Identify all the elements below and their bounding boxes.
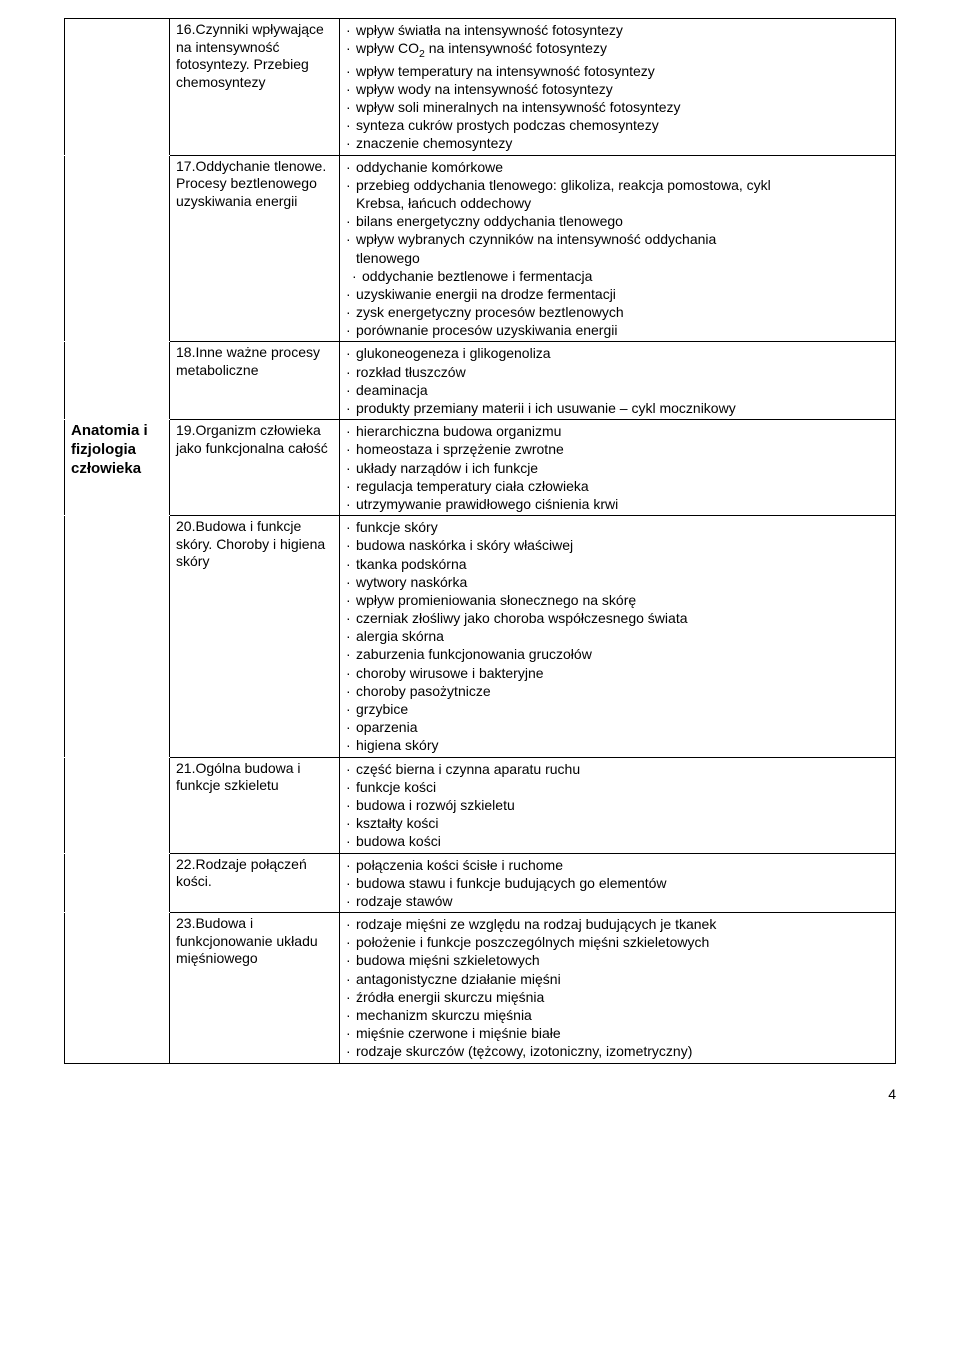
list-item: budowa i rozwój szkieletu bbox=[346, 796, 889, 814]
list-item: uzyskiwanie energii na drodze fermentacj… bbox=[346, 285, 889, 303]
list-item: oddychanie komórkowe bbox=[346, 158, 889, 176]
list-item: oddychanie beztlenowe i fermentacja bbox=[346, 267, 889, 285]
list-item-continuation: Krebsa, łańcuch oddechowy bbox=[346, 194, 889, 212]
list-item: wpływ światła na intensywność fotosyntez… bbox=[346, 21, 889, 39]
list-item: grzybice bbox=[346, 700, 889, 718]
category-cell-empty bbox=[65, 853, 170, 913]
list-item: choroby pasożytnicze bbox=[346, 682, 889, 700]
list-item: mechanizm skurczu mięśnia bbox=[346, 1006, 889, 1024]
items-cell: funkcje skóry budowa naskórka i skóry wł… bbox=[340, 516, 896, 757]
list-item: budowa kości bbox=[346, 832, 889, 850]
topic-cell: 17.Oddychanie tlenowe. Procesy beztlenow… bbox=[170, 155, 340, 342]
list-item: wpływ CO2 na intensywność fotosyntezy bbox=[346, 39, 889, 61]
list-item: kształty kości bbox=[346, 814, 889, 832]
list-item: homeostaza i sprzężenie zwrotne bbox=[346, 440, 889, 458]
table-row: 18.Inne ważne procesy metaboliczne gluko… bbox=[65, 342, 896, 420]
content-table: 16.Czynniki wpływające na intensywność f… bbox=[64, 18, 896, 1064]
list-item: wpływ wybranych czynników na intensywnoś… bbox=[346, 230, 889, 248]
category-cell-empty bbox=[65, 155, 170, 342]
list-item: położenie i funkcje poszczególnych mięśn… bbox=[346, 933, 889, 951]
items-cell: połączenia kości ścisłe i ruchome budowa… bbox=[340, 853, 896, 913]
topic-cell: 23.Budowa i funkcjonowanie układu mięśni… bbox=[170, 913, 340, 1064]
list-item: alergia skórna bbox=[346, 627, 889, 645]
list-item: oparzenia bbox=[346, 718, 889, 736]
list-item: utrzymywanie prawidłowego ciśnienia krwi bbox=[346, 495, 889, 513]
list-item: rozkład tłuszczów bbox=[346, 363, 889, 381]
page-number: 4 bbox=[64, 1086, 896, 1102]
list-item: układy narządów i ich funkcje bbox=[346, 459, 889, 477]
topic-cell: 18.Inne ważne procesy metaboliczne bbox=[170, 342, 340, 420]
list-item: wpływ temperatury na intensywność fotosy… bbox=[346, 62, 889, 80]
list-item: część bierna i czynna aparatu ruchu bbox=[346, 760, 889, 778]
list-item: wpływ soli mineralnych na intensywność f… bbox=[346, 98, 889, 116]
list-item: bilans energetyczny oddychania tlenowego bbox=[346, 212, 889, 230]
list-item: tkanka podskórna bbox=[346, 555, 889, 573]
list-item: rodzaje skurczów (tężcowy, izotoniczny, … bbox=[346, 1042, 889, 1060]
table-row: 16.Czynniki wpływające na intensywność f… bbox=[65, 19, 896, 156]
list-item: czerniak złośliwy jako choroba współczes… bbox=[346, 609, 889, 627]
table-row: 23.Budowa i funkcjonowanie układu mięśni… bbox=[65, 913, 896, 1064]
list-item: hierarchiczna budowa organizmu bbox=[346, 422, 889, 440]
list-item-continuation: tlenowego bbox=[346, 249, 889, 267]
list-item: budowa stawu i funkcje budujących go ele… bbox=[346, 874, 889, 892]
category-cell-empty bbox=[65, 913, 170, 1064]
list-item: połączenia kości ścisłe i ruchome bbox=[346, 856, 889, 874]
topic-cell: 22.Rodzaje połączeń kości. bbox=[170, 853, 340, 913]
table-row: 21.Ogólna budowa i funkcje szkieletu czę… bbox=[65, 757, 896, 853]
category-cell-empty bbox=[65, 757, 170, 853]
list-item: higiena skóry bbox=[346, 736, 889, 754]
list-item: antagonistyczne działanie mięśni bbox=[346, 970, 889, 988]
list-item: choroby wirusowe i bakteryjne bbox=[346, 664, 889, 682]
list-item: funkcje skóry bbox=[346, 518, 889, 536]
list-item: produkty przemiany materii i ich usuwani… bbox=[346, 399, 889, 417]
table-row: Anatomia i fizjologia człowieka 19.Organ… bbox=[65, 420, 896, 516]
list-item: glukoneogeneza i glikogenoliza bbox=[346, 344, 889, 362]
category-cell: Anatomia i fizjologia człowieka bbox=[65, 420, 170, 516]
list-item: przebieg oddychania tlenowego: glikoliza… bbox=[346, 176, 889, 194]
items-cell: glukoneogeneza i glikogenoliza rozkład t… bbox=[340, 342, 896, 420]
list-item: regulacja temperatury ciała człowieka bbox=[346, 477, 889, 495]
items-cell: hierarchiczna budowa organizmu homeostaz… bbox=[340, 420, 896, 516]
items-cell: wpływ światła na intensywność fotosyntez… bbox=[340, 19, 896, 156]
table-row: 17.Oddychanie tlenowe. Procesy beztlenow… bbox=[65, 155, 896, 342]
list-item: porównanie procesów uzyskiwania energii bbox=[346, 321, 889, 339]
list-item: rodzaje mięśni ze względu na rodzaj budu… bbox=[346, 915, 889, 933]
list-item: funkcje kości bbox=[346, 778, 889, 796]
topic-cell: 21.Ogólna budowa i funkcje szkieletu bbox=[170, 757, 340, 853]
list-item: budowa naskórka i skóry właściwej bbox=[346, 536, 889, 554]
topic-cell: 19.Organizm człowieka jako funkcjonalna … bbox=[170, 420, 340, 516]
list-item: mięśnie czerwone i mięśnie białe bbox=[346, 1024, 889, 1042]
items-cell: rodzaje mięśni ze względu na rodzaj budu… bbox=[340, 913, 896, 1064]
category-cell-empty bbox=[65, 19, 170, 156]
list-item: rodzaje stawów bbox=[346, 892, 889, 910]
list-item: zaburzenia funkcjonowania gruczołów bbox=[346, 645, 889, 663]
items-cell: część bierna i czynna aparatu ruchu funk… bbox=[340, 757, 896, 853]
list-item: wpływ wody na intensywność fotosyntezy bbox=[346, 80, 889, 98]
table-row: 22.Rodzaje połączeń kości. połączenia ko… bbox=[65, 853, 896, 913]
list-item: zysk energetyczny procesów beztlenowych bbox=[346, 303, 889, 321]
list-item: źródła energii skurczu mięśnia bbox=[346, 988, 889, 1006]
table-row: 20.Budowa i funkcje skóry. Choroby i hig… bbox=[65, 516, 896, 757]
topic-cell: 16.Czynniki wpływające na intensywność f… bbox=[170, 19, 340, 156]
list-item: deaminacja bbox=[346, 381, 889, 399]
list-item: synteza cukrów prostych podczas chemosyn… bbox=[346, 116, 889, 134]
list-item: wytwory naskórka bbox=[346, 573, 889, 591]
category-cell-empty bbox=[65, 342, 170, 420]
list-item: wpływ promieniowania słonecznego na skór… bbox=[346, 591, 889, 609]
list-item: budowa mięśni szkieletowych bbox=[346, 951, 889, 969]
items-cell: oddychanie komórkowe przebieg oddychania… bbox=[340, 155, 896, 342]
category-cell-empty bbox=[65, 516, 170, 757]
list-item: znaczenie chemosyntezy bbox=[346, 134, 889, 152]
topic-cell: 20.Budowa i funkcje skóry. Choroby i hig… bbox=[170, 516, 340, 757]
